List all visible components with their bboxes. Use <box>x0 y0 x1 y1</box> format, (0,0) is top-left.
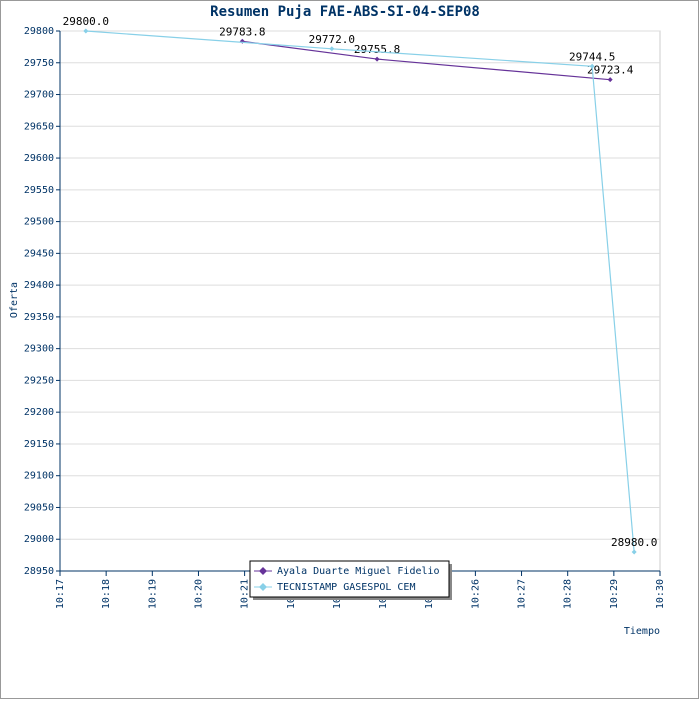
x-tick-label: 10:21 <box>240 579 251 609</box>
point <box>329 46 335 52</box>
x-tick-label: 10:18 <box>101 579 112 609</box>
data-label: 29800.0 <box>63 15 109 28</box>
y-tick-label: 29100 <box>24 471 54 482</box>
legend-label: Ayala Duarte Miguel Fidelio <box>277 566 440 577</box>
x-tick-label: 10:29 <box>609 579 620 609</box>
y-tick-label: 29500 <box>24 217 54 228</box>
y-tick-label: 29650 <box>24 121 54 132</box>
point <box>83 28 89 34</box>
legend-marker <box>259 583 267 591</box>
x-tick-label: 10:27 <box>517 579 528 609</box>
y-tick-label: 29350 <box>24 312 54 323</box>
legend-label: TECNISTAMP GASESPOL CEM <box>277 582 415 593</box>
y-tick-label: 28950 <box>24 566 54 577</box>
y-tick-label: 29750 <box>24 58 54 69</box>
data-label: 29755.8 <box>354 43 400 56</box>
data-label: 29744.5 <box>569 50 615 63</box>
y-tick-label: 29550 <box>24 185 54 196</box>
point <box>631 549 637 555</box>
y-tick-label: 29800 <box>24 26 54 37</box>
y-tick-label: 29450 <box>24 248 54 259</box>
y-tick-label: 29300 <box>24 344 54 355</box>
y-tick-label: 29200 <box>24 407 54 418</box>
x-axis-label: Tiempo <box>624 626 660 637</box>
y-tick-label: 29400 <box>24 280 54 291</box>
data-label: 29723.4 <box>587 64 634 77</box>
x-tick-label: 10:20 <box>193 579 204 609</box>
series-line <box>85 30 635 552</box>
x-tick-label: 10:17 <box>55 579 66 609</box>
data-label: 28980.0 <box>611 536 657 549</box>
y-tick-label: 29700 <box>24 90 54 101</box>
legend-marker <box>259 567 267 575</box>
point <box>374 56 380 62</box>
legend <box>249 560 450 598</box>
x-tick-label: 10:19 <box>147 579 158 609</box>
y-tick-label: 29000 <box>24 534 54 545</box>
chart-title: Resumen Puja FAE-ABS-SI-04-SEP08 <box>210 4 480 20</box>
point <box>589 63 595 69</box>
y-tick-label: 29150 <box>24 439 54 450</box>
x-tick-label: 10:28 <box>563 579 574 609</box>
y-tick-label: 29050 <box>24 502 54 513</box>
x-tick-label: 10:26 <box>470 579 481 609</box>
plot-area <box>59 30 661 572</box>
data-label: 29772.0 <box>309 33 355 46</box>
x-tick-label: 10:30 <box>655 579 666 609</box>
data-label: 29783.8 <box>219 25 265 38</box>
y-tick-label: 29600 <box>24 153 54 164</box>
y-axis-label: Oferta <box>9 282 20 318</box>
y-tick-label: 29250 <box>24 375 54 386</box>
point <box>607 77 613 83</box>
